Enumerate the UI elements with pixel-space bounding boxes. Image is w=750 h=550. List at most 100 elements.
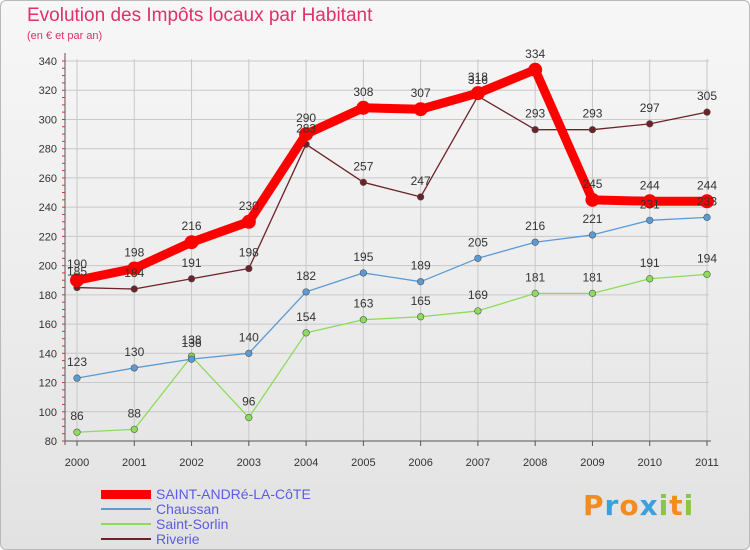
data-point <box>187 355 196 363</box>
x-tick-label: 2002 <box>179 457 203 469</box>
data-label: 305 <box>697 89 717 103</box>
data-point <box>73 374 81 382</box>
data-point <box>646 216 654 224</box>
data-label: 233 <box>697 194 717 208</box>
y-tick-label: 220 <box>39 231 57 243</box>
data-label: 163 <box>353 297 373 311</box>
data-label: 130 <box>124 345 144 359</box>
series-line-2 <box>76 273 708 433</box>
data-point <box>703 213 711 221</box>
data-label: 123 <box>67 355 87 369</box>
data-label: 293 <box>582 107 602 121</box>
data-point <box>245 414 253 422</box>
data-label: 86 <box>70 409 84 423</box>
logo-letter: r <box>604 489 620 522</box>
data-label: 290 <box>296 111 316 125</box>
data-label: 88 <box>128 406 142 420</box>
logo-letter: i <box>658 489 670 522</box>
legend-swatch <box>101 490 151 499</box>
data-label: 230 <box>239 199 259 213</box>
data-point <box>417 278 425 286</box>
y-tick-label: 320 <box>39 85 57 97</box>
legend-label: Chaussan <box>156 501 220 517</box>
x-tick-label: 2005 <box>351 457 375 469</box>
logo-letter: t <box>669 489 684 522</box>
data-label: 182 <box>296 269 316 283</box>
data-label: 334 <box>525 47 545 61</box>
y-tick-label: 180 <box>39 290 57 302</box>
data-label: 181 <box>582 270 602 284</box>
data-label: 194 <box>697 251 717 265</box>
logo-letter: P <box>583 489 605 522</box>
y-tick-label: 260 <box>39 173 57 185</box>
data-point <box>588 126 597 134</box>
data-label: 318 <box>468 70 488 84</box>
x-tick-label: 2001 <box>122 457 146 469</box>
data-label: 198 <box>124 246 144 260</box>
data-label: 244 <box>640 178 660 192</box>
y-tick-label: 280 <box>39 144 57 156</box>
data-point <box>700 194 714 209</box>
x-tick-label: 2003 <box>237 457 261 469</box>
data-point <box>302 329 310 337</box>
data-point <box>474 307 482 315</box>
legend-swatch <box>101 538 151 540</box>
data-point <box>359 269 367 277</box>
data-label: 189 <box>411 259 431 273</box>
x-tick-label: 2000 <box>65 457 89 469</box>
y-tick-label: 140 <box>39 348 57 360</box>
data-label: 297 <box>640 101 660 115</box>
data-label: 198 <box>239 246 259 260</box>
data-point <box>413 102 428 117</box>
data-label: 154 <box>296 310 316 324</box>
x-tick-label: 2004 <box>294 457 318 469</box>
data-point <box>646 275 654 283</box>
data-point <box>359 178 367 186</box>
series-line-3 <box>76 95 708 290</box>
logo-letter: x <box>639 489 659 522</box>
data-point <box>359 316 367 324</box>
legend-label: SAINT-ANDRé-LA-CôTE <box>156 486 311 502</box>
y-tick-label: 100 <box>39 407 57 419</box>
data-label: 96 <box>242 395 256 409</box>
legend-label: Riverie <box>156 531 200 547</box>
data-point <box>130 285 138 293</box>
data-point <box>642 194 657 209</box>
chart-title: Evolution des Impôts locaux par Habitant <box>27 5 373 26</box>
data-point <box>417 193 425 201</box>
data-label: 216 <box>182 219 202 233</box>
data-label: 216 <box>525 219 545 233</box>
data-label: 136 <box>182 336 202 350</box>
data-point <box>130 425 138 433</box>
data-point <box>241 214 256 229</box>
y-tick-label: 240 <box>39 202 57 214</box>
logo-letter: o <box>619 489 640 522</box>
data-label: 307 <box>411 86 431 100</box>
data-point <box>703 108 711 116</box>
data-label: 190 <box>67 257 87 271</box>
data-label: 181 <box>525 270 545 284</box>
logo-letter: i <box>683 489 695 522</box>
data-point <box>531 289 539 297</box>
data-point <box>588 289 597 297</box>
legend-label: Saint-Sorlin <box>156 516 229 532</box>
data-point <box>474 254 482 262</box>
legend-swatch <box>101 523 151 525</box>
x-tick-label: 2006 <box>408 457 432 469</box>
data-label: 184 <box>124 266 144 280</box>
data-point <box>130 364 138 372</box>
x-tick-label: 2011 <box>695 457 719 469</box>
plot-area <box>65 59 709 441</box>
data-label: 308 <box>353 85 373 99</box>
data-label: 247 <box>411 174 431 188</box>
chart-subtitle: (en € et par an) <box>27 30 103 42</box>
data-point <box>528 62 543 77</box>
y-tick-label: 160 <box>39 319 57 331</box>
data-point <box>302 288 310 296</box>
data-label: 316 <box>468 73 488 87</box>
y-tick-label: 340 <box>39 56 57 68</box>
y-tick-label: 200 <box>39 261 57 273</box>
data-label: 138 <box>182 333 202 347</box>
data-label: 231 <box>640 197 660 211</box>
